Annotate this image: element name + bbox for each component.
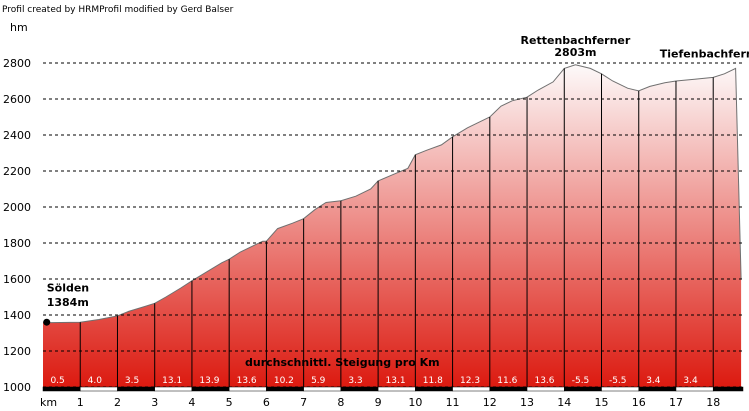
x-axis-segment [452,386,491,392]
x-tick-label: 1 [77,396,84,409]
x-tick-label: 17 [669,396,683,409]
annotation-label: Tiefenbachferner [660,48,749,61]
x-tick-label: 5 [226,396,233,409]
gradient-label: 11.6 [497,376,517,386]
gradient-label: 13.9 [199,376,219,386]
gradient-label: 5.9 [311,376,326,386]
gradient-label: 10.2 [274,376,294,386]
gradient-label: 12.3 [460,376,480,386]
gradient-label: -5.5 [572,376,590,386]
y-tick-label: 1400 [3,309,31,322]
x-tick-label: 11 [446,396,460,409]
x-axis-segment [489,386,528,392]
gradient-label: 3.5 [125,376,139,386]
x-axis-segment [340,386,379,392]
x-axis-segment [638,386,677,392]
x-axis-segment [601,386,639,392]
gradient-label: 13.1 [386,376,406,386]
y-axis-label: hm [10,21,28,34]
gradient-label: 3.4 [646,376,661,386]
y-tick-label: 2200 [3,165,31,178]
x-tick-label: 9 [375,396,382,409]
credit-text: Profil created by HRMProfil modified by … [2,5,234,15]
x-axis-segment [154,386,193,392]
x-axis-segment [377,386,416,392]
x-axis-segment [191,386,230,392]
x-axis-segment [675,386,714,392]
x-tick-label: 6 [263,396,270,409]
gradient-label: 4.0 [88,376,103,386]
elevation-line [42,64,742,324]
x-axis-segment [42,386,81,392]
annotation-label: Rettenbachferner [521,34,631,47]
x-tick-label: 2 [114,396,121,409]
x-tick-label: 14 [557,396,571,409]
start-marker [43,318,51,326]
x-tick-label: 13 [520,396,534,409]
gradient-label: 13.1 [162,376,182,386]
x-tick-label: 8 [337,396,344,409]
x-axis-segment [564,386,602,392]
x-axis-segment [526,386,565,392]
x-axis-segment [117,386,155,392]
gradient-label: 13.6 [237,376,257,386]
annotation-label: 2803m [554,46,596,59]
gradient-label: 11.8 [423,376,443,386]
gradient-label: 3.3 [348,376,362,386]
annotation-label: Sölden [47,282,89,295]
elevation-area [43,64,742,388]
x-axis-segment [228,386,267,392]
y-tick-label: 2800 [3,57,31,70]
x-tick-label: 12 [483,396,497,409]
x-tick-label: 18 [706,396,720,409]
x-axis-segment [415,386,453,392]
x-tick-label: 15 [595,396,609,409]
gradient-label: -5.5 [609,376,627,386]
x-axis-segment [712,386,744,392]
y-tick-label: 2400 [3,129,31,142]
y-tick-label: 1200 [3,345,31,358]
x-axis-segment [303,386,342,392]
y-tick-label: 2600 [3,93,31,106]
y-tick-label: 1000 [3,381,31,394]
y-tick-label: 1800 [3,237,31,250]
gradient-label: 3.4 [683,376,698,386]
x-tick-label: 16 [632,396,646,409]
gradient-label: 13.6 [534,376,554,386]
gradient-label: 0.5 [50,376,64,386]
y-tick-label: 1600 [3,273,31,286]
y-tick-label: 2000 [3,201,31,214]
annotation-label: 1384m [47,296,89,309]
x-tick-label: 7 [300,396,307,409]
x-axis-segment [79,386,118,392]
x-axis-label: km [40,396,57,409]
x-tick-label: 4 [188,396,195,409]
x-tick-label: 10 [408,396,422,409]
x-tick-label: 3 [151,396,158,409]
gradient-title: durchschnittl. Steigung pro Km [245,356,440,369]
x-axis-segment [266,386,304,392]
